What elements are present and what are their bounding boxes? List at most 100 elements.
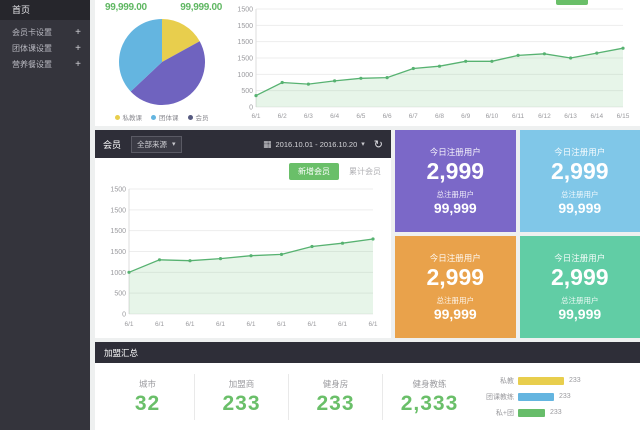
- svg-text:6/9: 6/9: [461, 113, 470, 120]
- franchise-stat: 城市 32: [101, 374, 194, 420]
- stat-label: 健身教练: [412, 378, 447, 389]
- expand-plus-icon[interactable]: +: [75, 42, 81, 54]
- franchise-stat: 健身房 233: [288, 373, 382, 420]
- svg-text:6/7: 6/7: [409, 113, 418, 120]
- revenue-amount-right: 99,999.00: [180, 2, 222, 13]
- svg-text:1500: 1500: [237, 39, 253, 46]
- member-panel-header: 会员 全部来源 ▾ ▦ 2016.10.01 - 2016.10.20 ▾ ↻: [95, 130, 391, 158]
- registered-users-card: 今日注册用户 2,999 总注册用户 99,999: [519, 236, 640, 338]
- svg-text:6/4: 6/4: [330, 113, 339, 120]
- svg-text:6/1: 6/1: [185, 321, 194, 328]
- registered-users-card: 今日注册用户 2,999 总注册用户 99,999: [395, 236, 516, 338]
- course-pie-chart: [118, 19, 205, 106]
- card-subvalue: 99,999: [558, 306, 602, 323]
- franchise-panel-header: 加盟汇总: [95, 342, 640, 363]
- svg-text:6/14: 6/14: [590, 113, 603, 120]
- coach-bar: [518, 392, 554, 401]
- new-members-button[interactable]: 新增会员: [289, 162, 339, 180]
- legend-item: 会员: [187, 112, 209, 122]
- expand-plus-icon[interactable]: +: [75, 58, 81, 70]
- registered-users-card: 今日注册用户 2,999 总注册用户 99,999: [519, 130, 640, 232]
- member-trend-chart: 0 500 1000 1500 1500 1500 1500 6/1 6/1 6/1 6/1 6/1 6…: [110, 187, 377, 329]
- svg-text:6/1: 6/1: [277, 321, 286, 328]
- coach-bar-value: 233: [550, 409, 562, 416]
- coach-bars-chart: 私教 233 团课教练 233 私+团 233: [476, 376, 634, 418]
- source-filter-dropdown[interactable]: 全部来源 ▾: [131, 135, 182, 153]
- legend-label: 会员: [195, 115, 209, 122]
- stat-cards: 今日注册用户 2,999 总注册用户 99,999 今日注册用户 2,999 总…: [395, 130, 640, 338]
- svg-text:1500: 1500: [110, 228, 126, 235]
- refresh-icon[interactable]: ↻: [373, 138, 383, 151]
- action-button-partial[interactable]: [556, 0, 588, 5]
- legend-item: 团体课: [151, 112, 179, 122]
- stat-value: 233: [222, 391, 261, 415]
- svg-text:6/1: 6/1: [124, 321, 133, 328]
- svg-text:1000: 1000: [110, 270, 126, 277]
- card-title: 今日注册用户: [554, 252, 606, 263]
- coach-bar-value: 233: [569, 377, 581, 384]
- legend-dot-icon: [151, 114, 156, 120]
- franchise-stats: 城市 32 加盟商 233 健身房 233 健身教练 2,333: [101, 373, 476, 420]
- svg-text:6/2: 6/2: [278, 113, 287, 120]
- svg-text:500: 500: [114, 291, 126, 298]
- member-panel: 会员 全部来源 ▾ ▦ 2016.10.01 - 2016.10.20 ▾ ↻ …: [95, 130, 391, 338]
- svg-text:1500: 1500: [110, 207, 126, 214]
- card-value: 2,999: [550, 157, 609, 184]
- svg-text:0: 0: [122, 312, 126, 319]
- svg-text:6/12: 6/12: [538, 113, 551, 120]
- svg-text:1500: 1500: [110, 187, 126, 194]
- calendar-icon: ▦: [263, 138, 272, 149]
- stat-label: 健身房: [322, 378, 349, 389]
- card-title: 今日注册用户: [554, 146, 606, 157]
- svg-text:6/1: 6/1: [216, 321, 225, 328]
- franchise-panel-title: 加盟汇总: [104, 347, 139, 358]
- svg-text:6/3: 6/3: [304, 113, 313, 120]
- daily-trend-chart: 0 500 1000 1500 1500 1500 1500 6/1 6/2 6/3 6/4 6/5 6…: [237, 7, 630, 121]
- svg-text:6/1: 6/1: [307, 321, 316, 328]
- sidebar-item-label: 会员卡设置: [12, 27, 52, 37]
- legend-label: 私教课: [122, 115, 143, 122]
- svg-text:6/1: 6/1: [155, 321, 164, 328]
- svg-text:1000: 1000: [237, 72, 253, 79]
- sidebar-item-label: 营养餐设置: [12, 59, 52, 69]
- svg-text:6/1: 6/1: [338, 321, 347, 328]
- card-subvalue: 99,999: [558, 200, 602, 217]
- svg-text:1500: 1500: [110, 249, 126, 256]
- stat-value: 2,333: [400, 391, 459, 415]
- sidebar-item[interactable]: 营养餐设置 +: [0, 56, 90, 72]
- coach-bar-label: 私+团: [495, 409, 514, 417]
- svg-text:6/1: 6/1: [251, 113, 260, 120]
- source-filter-value: 全部来源: [137, 139, 168, 149]
- stat-label: 城市: [138, 378, 156, 389]
- svg-text:6/11: 6/11: [512, 113, 525, 120]
- stat-label: 加盟商: [228, 378, 255, 389]
- date-range-picker[interactable]: 2016.10.01 - 2016.10.20: [275, 139, 358, 149]
- pie-legend: 私教课 团体课 会员: [95, 112, 228, 122]
- card-title: 今日注册用户: [429, 252, 481, 263]
- svg-text:500: 500: [241, 88, 253, 95]
- card-subtitle: 总注册用户: [561, 296, 599, 306]
- card-subtitle: 总注册用户: [561, 190, 599, 200]
- legend-dot-icon: [187, 114, 193, 120]
- expand-plus-icon[interactable]: +: [75, 26, 81, 38]
- card-subvalue: 99,999: [433, 306, 477, 323]
- sidebar-item[interactable]: 团体课设置 +: [0, 40, 90, 56]
- sidebar-item-home[interactable]: 首页: [0, 0, 90, 20]
- total-members-button[interactable]: 累计会员: [349, 166, 381, 176]
- svg-text:6/15: 6/15: [617, 113, 630, 120]
- card-title: 今日注册用户: [429, 146, 481, 157]
- svg-text:6/1: 6/1: [246, 321, 255, 328]
- member-panel-title: 会员: [103, 139, 122, 150]
- sidebar-item[interactable]: 会员卡设置 +: [0, 24, 90, 40]
- coach-bar-label: 私教: [500, 377, 514, 385]
- stat-value: 32: [134, 391, 161, 415]
- coach-bar-row: 团课教练 233: [476, 392, 630, 402]
- svg-text:6/5: 6/5: [356, 113, 365, 120]
- coach-bar-row: 私+团 233: [476, 408, 630, 418]
- chevron-down-icon[interactable]: ▾: [361, 141, 365, 148]
- stat-value: 233: [316, 391, 355, 415]
- legend-item: 私教课: [114, 112, 143, 122]
- coach-bar-row: 私教 233: [476, 376, 630, 386]
- svg-text:6/8: 6/8: [435, 113, 444, 120]
- svg-text:6/1: 6/1: [368, 321, 377, 328]
